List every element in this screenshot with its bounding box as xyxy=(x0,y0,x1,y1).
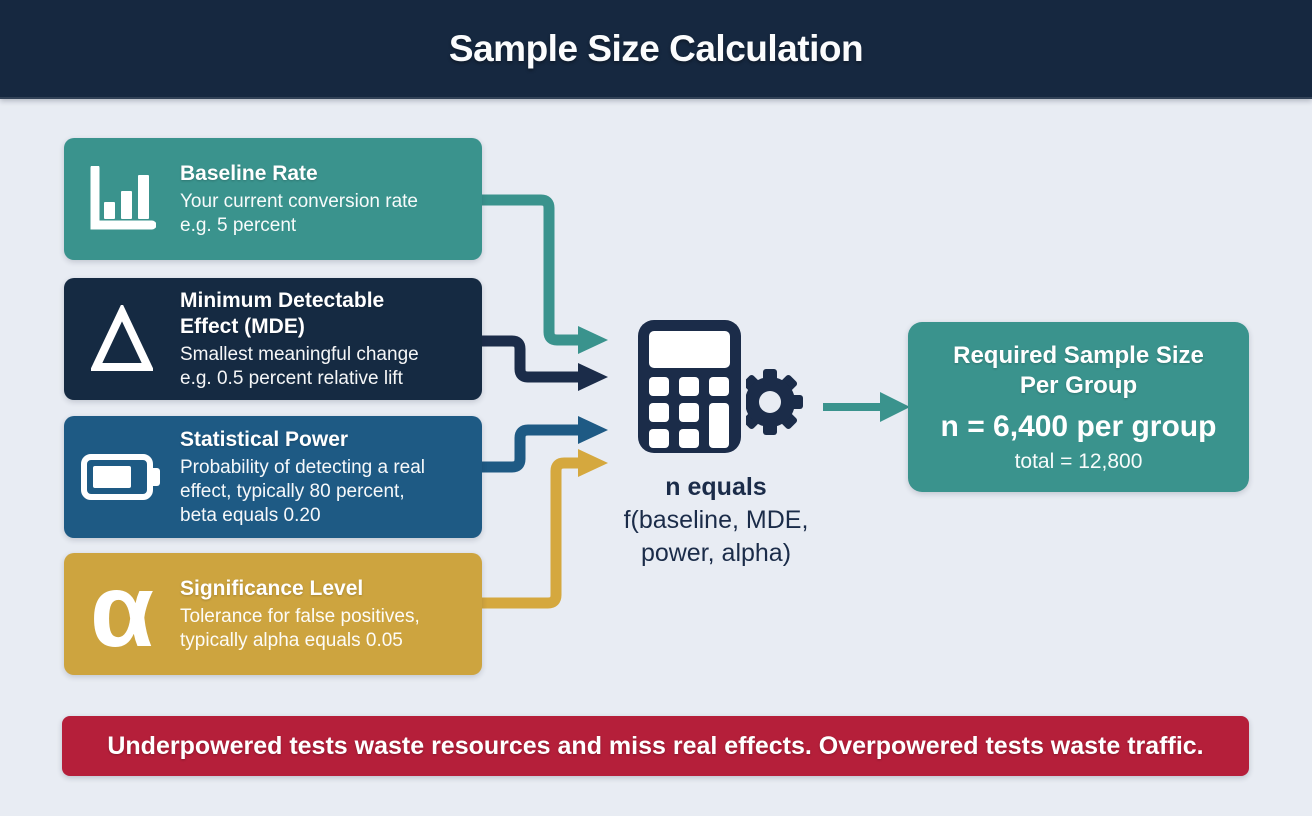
delta-icon xyxy=(91,305,153,371)
connector-baseline-rate xyxy=(482,194,579,346)
input-card-description: Probability of detecting a real effect, … xyxy=(180,456,426,526)
bar-chart-icon xyxy=(90,166,156,230)
arrowhead-baseline-rate xyxy=(578,326,608,354)
input-card-significance-level: α Significance Level Tolerance for false… xyxy=(64,553,482,675)
input-card-title: Baseline Rate xyxy=(180,161,318,185)
battery-icon xyxy=(81,454,160,500)
footer-message: Underpowered tests waste resources and m… xyxy=(107,731,1204,760)
result-total: total = 12,800 xyxy=(1014,449,1143,473)
connector-mde xyxy=(482,335,579,383)
footer-banner: Underpowered tests waste resources and m… xyxy=(62,716,1249,776)
formula-n-equals: n equals xyxy=(665,473,767,501)
formula-function-line-2: power, alpha) xyxy=(640,539,792,567)
input-card-baseline-rate: Baseline Rate Your current conversion ra… xyxy=(64,138,482,260)
connector-statistical-power xyxy=(482,424,579,473)
gear-icon xyxy=(736,368,804,436)
input-card-description: Smallest meaningful change e.g. 0.5 perc… xyxy=(180,343,419,389)
result-card: Required Sample Size Per Group n = 6,400… xyxy=(908,322,1249,492)
input-card-description: Your current conversion rate e.g. 5 perc… xyxy=(180,190,418,236)
arrowhead-mde xyxy=(578,363,608,391)
formula-caption: n equals f(baseline, MDE, power, alpha) xyxy=(560,471,872,570)
input-card-title: Minimum Detectable Effect (MDE) xyxy=(180,288,385,338)
input-card-title: Statistical Power xyxy=(180,427,349,451)
input-card-statistical-power: Statistical Power Probability of detecti… xyxy=(64,416,482,538)
formula-function-line-1: f(baseline, MDE, xyxy=(623,506,809,534)
result-title: Required Sample Size Per Group xyxy=(953,341,1204,399)
header: Sample Size Calculation xyxy=(0,0,1312,99)
arrowhead-result xyxy=(880,392,910,422)
input-card-mde: Minimum Detectable Effect (MDE) Smallest… xyxy=(64,278,482,400)
result-value: n = 6,400 per group xyxy=(940,409,1217,443)
page-title: Sample Size Calculation xyxy=(448,27,864,69)
arrowhead-statistical-power xyxy=(578,416,608,444)
input-card-description: Tolerance for false positives, typically… xyxy=(180,605,420,651)
calculator-icon xyxy=(638,320,741,453)
input-card-title: Significance Level xyxy=(180,576,364,600)
